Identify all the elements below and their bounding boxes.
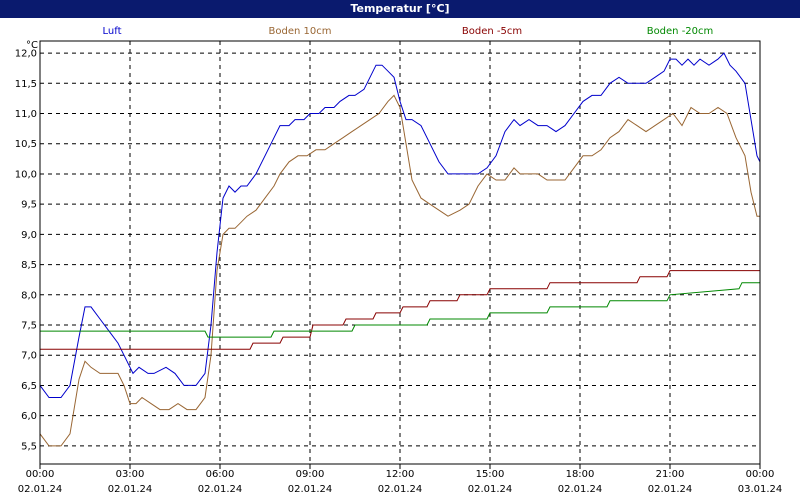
series-line-1: [39, 52, 761, 398]
y-tick-label: 6,5: [21, 381, 37, 392]
temperature-chart: Luft Boden 10cm Boden -5cm Boden -20cm °C 5…: [0, 18, 800, 500]
plot-frame: [39, 40, 761, 465]
x-tick-date: 02.01.24: [198, 484, 243, 495]
y-tick-label: 9,0: [21, 230, 37, 241]
x-tick-date: 02.01.24: [288, 484, 333, 495]
y-tick-label: 11,5: [15, 79, 37, 90]
y-tick-label: 9,5: [21, 200, 37, 211]
x-tick-time: 06:00: [206, 469, 235, 480]
x-tick-date: 02.01.24: [558, 484, 603, 495]
x-tick-date: 02.01.24: [648, 484, 693, 495]
x-tick-time: 00:00: [26, 469, 55, 480]
y-tick-label: 6,0: [21, 411, 37, 422]
x-axis-ticks: 00:00 02.01.24 03:00 02.01.24 06:00 02.01.24 0…: [18, 464, 783, 495]
x-tick-time: 18:00: [566, 469, 595, 480]
y-tick-label: 10,0: [15, 169, 37, 180]
x-tick-time: 15:00: [476, 469, 505, 480]
y-tick-label: 5,5: [21, 441, 37, 452]
x-tick-time: 21:00: [656, 469, 685, 480]
y-axis-unit: °C: [26, 40, 38, 51]
x-tick-date: 02.01.24: [468, 484, 513, 495]
x-tick-date: 02.01.24: [18, 484, 63, 495]
legend: Luft Boden 10cm Boden -5cm Boden -20cm: [103, 26, 714, 37]
y-tick-label: 10,5: [15, 139, 37, 150]
legend-entry-3: Boden -5cm: [462, 26, 522, 37]
x-tick-date: 02.01.24: [378, 484, 423, 495]
chart-title: Temperatur [°C]: [0, 0, 800, 18]
y-tick-label: 11,0: [15, 109, 37, 120]
x-tick-time: 03:00: [116, 469, 145, 480]
x-tick-time: 09:00: [296, 469, 325, 480]
y-tick-label: 8,0: [21, 290, 37, 301]
series-lines: [39, 52, 761, 447]
y-tick-label: 7,5: [21, 321, 37, 332]
y-axis-ticks: 5,5 6,0 6,5 7,0 7,5 8,0 8,5 9,0 9,5 10,0 10,5 11,0 1…: [15, 49, 37, 453]
y-tick-label: 7,0: [21, 351, 37, 362]
legend-entry-2: Boden 10cm: [269, 26, 332, 37]
legend-entry-4: Boden -20cm: [647, 26, 714, 37]
legend-entry-1: Luft: [103, 26, 122, 37]
series-line-2: [39, 94, 760, 447]
x-tick-date: 03.01.24: [738, 484, 783, 495]
y-tick-label: 8,5: [21, 260, 37, 271]
series-line-3: [40, 270, 760, 350]
x-tick-time: 00:00: [746, 469, 775, 480]
series-line-4: [40, 282, 760, 338]
x-tick-date: 02.01.24: [108, 484, 153, 495]
x-tick-time: 12:00: [386, 469, 415, 480]
y-tick-label: 12,0: [15, 49, 37, 60]
